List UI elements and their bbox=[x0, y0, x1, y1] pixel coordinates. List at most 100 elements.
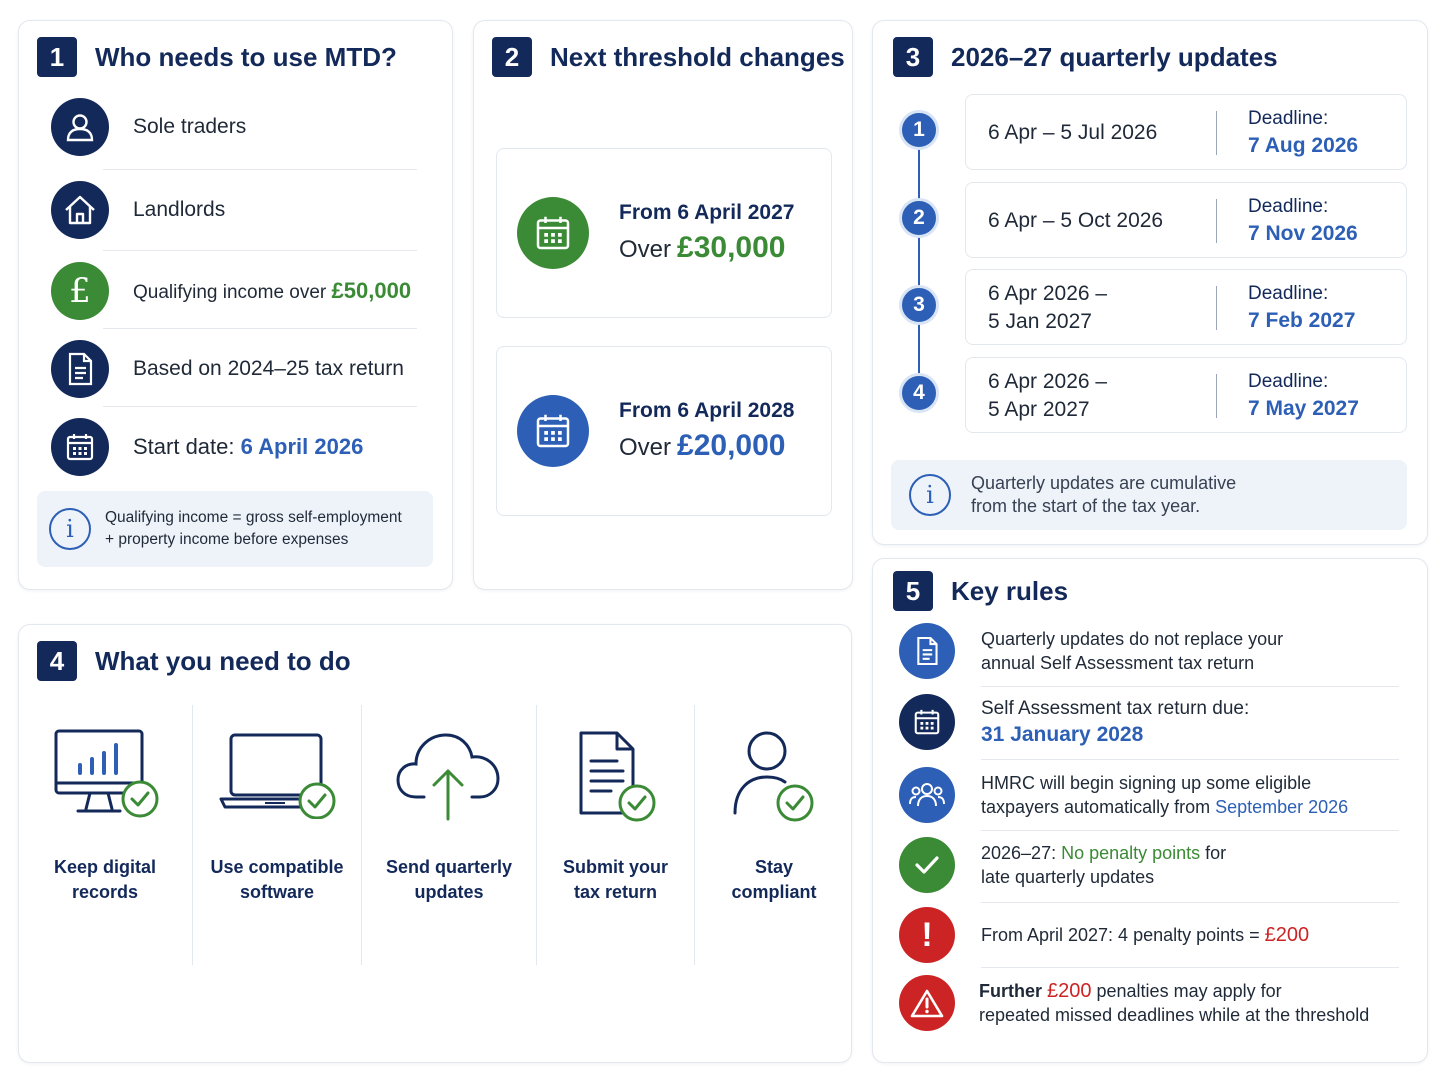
rule-text: HMRC will begin signing up some eligible bbox=[981, 773, 1312, 793]
list-item-qualifying-income: £ Qualifying income over £50,000 bbox=[51, 251, 417, 331]
section-number-badge: 3 bbox=[893, 37, 933, 77]
cloud-upload-icon bbox=[394, 727, 504, 828]
quarter-period: 6 Apr 2026 – bbox=[988, 282, 1108, 305]
rule-text: 2026–27: bbox=[981, 843, 1062, 863]
rule-item: ! From April 2027: 4 penalty points = £2… bbox=[899, 907, 1399, 963]
section-header: 2 Next threshold changes bbox=[492, 37, 845, 77]
tax-return-due-date: 31 January 2028 bbox=[981, 723, 1144, 746]
divider bbox=[103, 328, 417, 329]
section-header: 1 Who needs to use MTD? bbox=[37, 37, 397, 77]
income-threshold: £50,000 bbox=[331, 278, 412, 303]
rule-text: From April 2027: 4 penalty points = bbox=[981, 925, 1265, 945]
threshold-changes-card: 2 Next threshold changes From 6 April 20… bbox=[473, 20, 853, 590]
info-note: i Qualifying income = gross self-employm… bbox=[37, 491, 433, 567]
step-keep-records: Keep digital records bbox=[19, 705, 191, 965]
divider bbox=[192, 705, 193, 965]
auto-signup-date: September 2026 bbox=[1215, 797, 1349, 817]
what-you-need-to-do-card: 4 What you need to do Keep digital record… bbox=[18, 624, 852, 1063]
divider bbox=[1216, 374, 1217, 418]
divider bbox=[981, 902, 1399, 903]
calendar-icon bbox=[899, 694, 955, 750]
person-icon bbox=[51, 98, 109, 156]
deadline-date: 7 Aug 2026 bbox=[1248, 134, 1359, 157]
step-use-software: Use compatible software bbox=[193, 705, 361, 965]
rule-text: taxpayers automatically from bbox=[981, 797, 1216, 817]
info-note: i Quarterly updates are cumulative from … bbox=[891, 460, 1407, 530]
info-line: from the start of the tax year. bbox=[971, 496, 1201, 516]
key-rules-card: 5 Key rules Quarterly updates do not rep… bbox=[872, 558, 1428, 1063]
divider bbox=[1216, 199, 1217, 243]
section-title: Next threshold changes bbox=[550, 41, 845, 72]
penalty-amount: £200 bbox=[1264, 924, 1310, 946]
divider bbox=[361, 705, 362, 965]
divider bbox=[103, 169, 417, 170]
timeline-step-4: 4 bbox=[899, 373, 939, 413]
divider bbox=[981, 830, 1399, 831]
rule-text: for bbox=[1200, 843, 1227, 863]
rule-text: Quarterly updates do not replace your bbox=[981, 629, 1284, 649]
no-penalty-text: No penalty points bbox=[1061, 843, 1201, 863]
quarter-period: 6 Apr – 5 Jul 2026 bbox=[988, 121, 1158, 144]
quarterly-updates-card: 3 2026–27 quarterly updates 1 6 Apr – 5 … bbox=[872, 20, 1428, 545]
step-submit-return: Submit your tax return bbox=[537, 705, 694, 965]
divider bbox=[981, 967, 1399, 968]
timeline-step-3: 3 bbox=[899, 285, 939, 325]
quarter-card-3: 6 Apr 2026 – 5 Jan 2027 Deadline: 7 Feb 20… bbox=[965, 269, 1407, 345]
monitor-chart-icon bbox=[50, 727, 160, 824]
quarter-period: 5 Jan 2027 bbox=[988, 310, 1092, 333]
section-title: 2026–27 quarterly updates bbox=[951, 41, 1278, 72]
start-date: 6 April 2026 bbox=[240, 434, 364, 459]
item-label: Based on 2024–25 tax return bbox=[133, 357, 404, 380]
list-item-start-date: Start date: 6 April 2026 bbox=[51, 407, 417, 487]
calendar-icon bbox=[51, 418, 109, 476]
step-stay-compliant: Stay compliant bbox=[695, 705, 853, 965]
over-label: Over bbox=[619, 236, 672, 263]
section-header: 4 What you need to do bbox=[37, 641, 351, 681]
penalty-amount: £200 bbox=[1047, 980, 1092, 1002]
item-label: Qualifying income over bbox=[133, 282, 332, 303]
divider bbox=[981, 686, 1399, 687]
rule-text: Further bbox=[979, 981, 1048, 1001]
section-number-badge: 1 bbox=[37, 37, 77, 77]
rule-item: HMRC will begin signing up some eligible… bbox=[899, 767, 1399, 823]
step-label: software bbox=[239, 882, 315, 902]
step-label: Send quarterly bbox=[385, 857, 513, 877]
over-label: Over bbox=[619, 434, 672, 461]
step-send-updates: Send quarterly updates bbox=[362, 705, 536, 965]
threshold-2028: From 6 April 2028 Over £20,000 bbox=[496, 346, 832, 516]
quarter-period: 6 Apr 2026 – bbox=[988, 370, 1108, 393]
step-label: updates bbox=[414, 882, 484, 902]
deadline-label: Deadline: bbox=[1248, 371, 1329, 392]
rule-text: Self Assessment tax return due: bbox=[981, 698, 1250, 719]
divider bbox=[103, 406, 417, 407]
threshold-amount: £20,000 bbox=[677, 429, 786, 462]
section-number-badge: 4 bbox=[37, 641, 77, 681]
section-title: What you need to do bbox=[95, 645, 351, 676]
rule-item: Further £200 penalties may apply for repe… bbox=[899, 975, 1399, 1031]
divider bbox=[1216, 286, 1217, 330]
step-label: Submit your bbox=[562, 857, 668, 877]
step-label: Use compatible bbox=[210, 857, 344, 877]
quarter-period: 5 Apr 2027 bbox=[988, 398, 1090, 421]
divider bbox=[981, 759, 1399, 760]
divider bbox=[694, 705, 695, 965]
info-line: Quarterly updates are cumulative bbox=[971, 473, 1237, 493]
timeline-step-2: 2 bbox=[899, 198, 939, 238]
list-item-landlords: Landlords bbox=[51, 170, 417, 250]
section-number-badge: 5 bbox=[893, 571, 933, 611]
check-icon bbox=[899, 837, 955, 893]
section-title: Who needs to use MTD? bbox=[95, 41, 397, 72]
threshold-date: From 6 April 2027 bbox=[619, 201, 795, 224]
deadline-date: 7 Feb 2027 bbox=[1248, 309, 1356, 332]
step-label: compliant bbox=[731, 882, 817, 902]
quarter-card-4: 6 Apr 2026 – 5 Apr 2027 Deadline: 7 May 20… bbox=[965, 357, 1407, 433]
quarter-card-2: 6 Apr – 5 Oct 2026 Deadline: 7 Nov 2026 bbox=[965, 182, 1407, 258]
item-label: Landlords bbox=[133, 198, 226, 221]
rule-item: 2026–27: No penalty points for late quart… bbox=[899, 837, 1399, 893]
divider bbox=[536, 705, 537, 965]
info-line: + property income before expenses bbox=[105, 531, 349, 548]
exclamation-icon: ! bbox=[899, 907, 955, 963]
item-label: Sole traders bbox=[133, 115, 247, 138]
info-icon: i bbox=[49, 508, 91, 550]
document-icon bbox=[51, 340, 109, 398]
